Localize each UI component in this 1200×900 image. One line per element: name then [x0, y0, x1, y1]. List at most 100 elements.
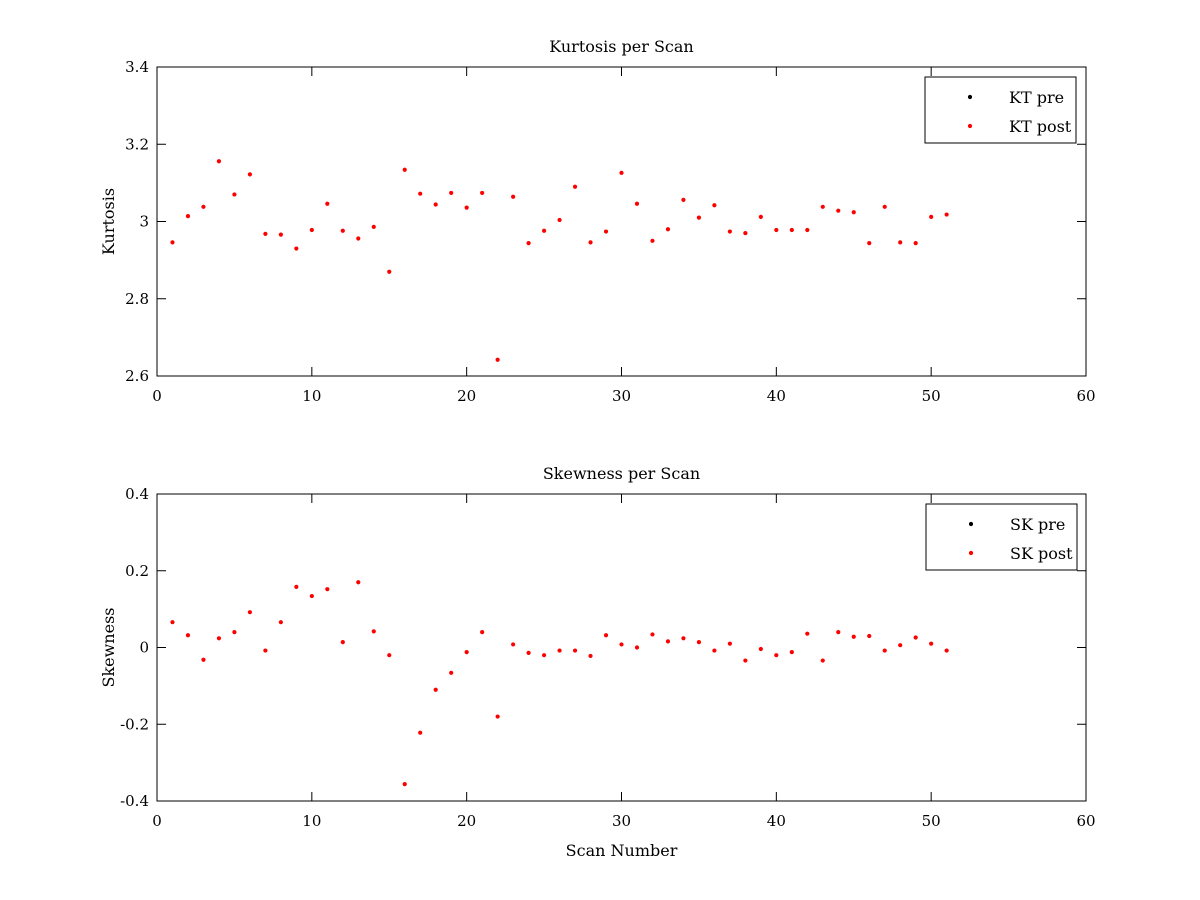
data-point [371, 629, 376, 634]
data-point [867, 241, 872, 246]
y-tick-label: 3 [139, 213, 149, 231]
data-point [340, 228, 345, 233]
data-point [511, 194, 516, 199]
data-point [696, 215, 702, 220]
data-point [557, 217, 562, 223]
data-point [851, 210, 856, 215]
data-point [805, 631, 810, 636]
data-point [247, 172, 252, 177]
skewness-subplot: Skewness per Scan Skewness Scan Number 0… [99, 464, 1096, 860]
x-tick-label: 50 [922, 812, 941, 830]
data-point [511, 642, 516, 647]
x-tick-label: 60 [1076, 387, 1095, 405]
data-point [727, 229, 732, 234]
data-point [201, 657, 206, 662]
data-point [309, 227, 314, 233]
y-tick-label: 3.4 [125, 58, 149, 76]
x-tick-label: 10 [302, 812, 321, 830]
data-point [619, 170, 624, 175]
data-point [898, 240, 903, 245]
data-point [588, 240, 593, 245]
data-point [185, 213, 191, 219]
data-point [216, 636, 222, 641]
data-point [820, 204, 825, 209]
data-point [696, 640, 702, 645]
y-tick-label: 3.2 [125, 135, 149, 153]
x-tick-label: 10 [302, 387, 321, 405]
data-point [743, 658, 748, 663]
x-tick-label: 0 [152, 387, 162, 405]
data-point [170, 620, 175, 625]
data-point [402, 167, 407, 172]
data-point [619, 642, 624, 647]
data-point [185, 633, 191, 638]
data-point [851, 634, 856, 639]
x-tick-label: 60 [1076, 812, 1095, 830]
data-point [572, 648, 578, 653]
data-point [480, 190, 485, 196]
chart-title: Skewness per Scan [543, 464, 700, 483]
legend-entry-label: SK pre [1010, 515, 1065, 534]
data-point [882, 648, 887, 653]
data-point [495, 357, 500, 362]
data-point [572, 184, 578, 189]
x-tick-label: 40 [767, 387, 786, 405]
axis-ticks: 0 10 20 30 40 50 60 -0.4 -0.2 0 0.2 0.4 [120, 485, 1095, 830]
legend-marker [967, 123, 973, 129]
data-point [216, 159, 222, 164]
data-point [789, 650, 794, 655]
legend-box [925, 503, 1078, 571]
y-tick-label: 0.4 [125, 485, 149, 503]
data-point [325, 587, 330, 592]
data-point [665, 639, 671, 644]
x-tick-label: 0 [152, 812, 162, 830]
data-point [526, 241, 531, 246]
data-point [712, 648, 717, 653]
x-tick-label: 20 [457, 812, 476, 830]
data-point [170, 240, 175, 245]
data-point [387, 653, 392, 658]
data-point [247, 610, 252, 615]
kurtosis-subplot: Kurtosis per Scan Kurtosis 0 10 20 30 40 50 60… [99, 37, 1096, 405]
data-point [634, 201, 640, 206]
x-tick-label: 50 [922, 387, 941, 405]
data-points [170, 580, 949, 787]
data-point [418, 191, 423, 196]
legend-marker [968, 521, 974, 527]
x-tick-label: 30 [612, 387, 631, 405]
data-point [836, 208, 841, 213]
data-point [882, 204, 887, 209]
data-point [743, 230, 748, 236]
data-point [201, 204, 206, 209]
data-point [758, 646, 763, 652]
data-point [634, 645, 640, 650]
axes-frame [156, 493, 1087, 802]
data-point [898, 643, 903, 648]
data-point [665, 227, 671, 232]
data-point [681, 197, 686, 202]
y-axis-label: Skewness [99, 607, 118, 687]
data-point [325, 201, 330, 206]
data-point [464, 205, 469, 210]
y-axis-label: Kurtosis [99, 188, 118, 255]
data-point [356, 580, 361, 585]
data-point [278, 620, 283, 625]
data-point [464, 650, 469, 655]
data-point [867, 633, 872, 639]
y-tick-label: 2.8 [125, 290, 149, 308]
data-point [387, 269, 392, 274]
data-point [727, 641, 732, 646]
legend: KT pre KT post [924, 76, 1077, 144]
legend-entry-label: KT pre [1009, 88, 1064, 107]
data-point [480, 630, 485, 635]
data-point [433, 687, 438, 692]
data-point [402, 782, 407, 787]
data-point [263, 648, 268, 653]
data-point [944, 648, 949, 653]
x-tick-label: 20 [457, 387, 476, 405]
data-point [681, 636, 686, 641]
data-point [418, 730, 423, 735]
data-point [603, 633, 609, 638]
